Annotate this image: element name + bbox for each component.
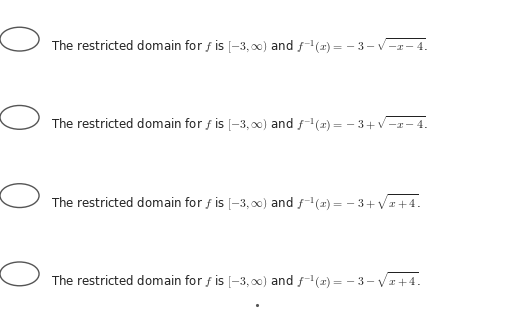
Circle shape bbox=[0, 184, 39, 208]
Circle shape bbox=[0, 27, 39, 51]
Text: The restricted domain for $\mathit{f}$ is $\left[-3,\infty\right)$ and $\mathit{: The restricted domain for $\mathit{f}$ i… bbox=[51, 192, 421, 212]
Circle shape bbox=[0, 105, 39, 129]
Text: The restricted domain for $\mathit{f}$ is $\left[-3,\infty\right)$ and $\mathit{: The restricted domain for $\mathit{f}$ i… bbox=[51, 114, 429, 133]
Circle shape bbox=[0, 262, 39, 286]
Text: The restricted domain for $\mathit{f}$ is $\left[-3,\infty\right)$ and $\mathit{: The restricted domain for $\mathit{f}$ i… bbox=[51, 36, 429, 55]
Text: The restricted domain for $\mathit{f}$ is $\left[-3,\infty\right)$ and $\mathit{: The restricted domain for $\mathit{f}$ i… bbox=[51, 270, 421, 290]
